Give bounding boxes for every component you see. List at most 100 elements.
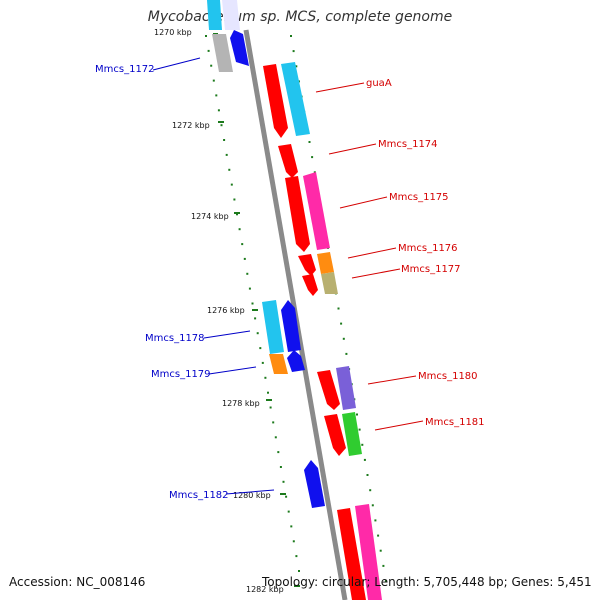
gene-feature-1172-blue[interactable] [230, 30, 249, 66]
gene-feature-1174-red[interactable] [278, 144, 298, 178]
gene-feature-1175-magenta[interactable] [303, 172, 330, 250]
tick-label-1282: 1282 kbp [246, 585, 284, 594]
gene-feature-1180-red[interactable] [317, 370, 340, 410]
gene-feature-bottom-red[interactable] [337, 508, 366, 600]
gene-label-mmcs-1180[interactable]: Mmcs_1180 [418, 371, 478, 382]
tick-dot [382, 564, 385, 567]
tick-dot [256, 332, 259, 335]
tick-dot [292, 50, 295, 53]
tick-dot [374, 519, 377, 522]
tick-dot [269, 406, 272, 409]
tick-dot [251, 302, 254, 305]
gene-label-mmcs-1179[interactable]: Mmcs_1179 [151, 369, 211, 380]
gene-feature-1178-blue[interactable] [281, 300, 301, 352]
tick-dot [267, 391, 269, 394]
tick-dot [279, 466, 282, 468]
leader-lines [152, 57, 424, 495]
tick-dot [207, 49, 210, 52]
tick-dot [366, 474, 369, 476]
tick-dot [210, 64, 213, 67]
gene-feature-1182-blue[interactable] [304, 460, 325, 508]
tick-dot [361, 443, 364, 446]
gene-label-mmcs-1176[interactable]: Mmcs_1176 [398, 243, 458, 254]
tick-dot [225, 153, 228, 156]
gene-label-guaA[interactable]: guaA [366, 78, 392, 89]
tick-dot [277, 451, 280, 454]
gene-feature-1181-red[interactable] [324, 414, 346, 456]
tick-dot [298, 570, 300, 572]
gene-feature-1172-gray[interactable] [212, 34, 233, 72]
tick-dot [215, 94, 218, 97]
gene-feature-1177-khaki[interactable] [321, 272, 338, 294]
tick-dot [358, 428, 361, 431]
gene-feature-1179-orange[interactable] [269, 354, 288, 374]
gene-feature-1177-red[interactable] [302, 274, 318, 296]
accession-text: Accession: NC_008146 [9, 575, 146, 589]
tick-dot [292, 540, 295, 543]
gene-feature-1181-green[interactable] [342, 412, 362, 456]
gene-feature-top-cyan[interactable] [207, 0, 222, 30]
gene-label-mmcs-1174[interactable]: Mmcs_1174 [378, 139, 438, 150]
gene-feature-1176-red[interactable] [298, 254, 316, 276]
tick-dot [377, 534, 380, 537]
tick-label-1278: 1278 kbp [222, 399, 260, 408]
gene-feature-1176-orange[interactable] [317, 252, 334, 274]
gene-feature-1175-red[interactable] [285, 176, 310, 252]
tick-dot [233, 198, 236, 201]
gene-label-mmcs-1181[interactable]: Mmcs_1181 [425, 417, 485, 428]
tick-dot [228, 168, 231, 171]
gene-feature-guaA-red[interactable] [263, 64, 288, 138]
tick-dot [243, 257, 246, 260]
gene-label-mmcs-1175[interactable]: Mmcs_1175 [389, 192, 449, 203]
tick-dot [282, 480, 285, 483]
tick-dot [290, 525, 293, 528]
tick-dot [313, 171, 316, 174]
gene-feature-bottom-magenta[interactable] [355, 504, 382, 600]
gene-label-mmcs-1172[interactable]: Mmcs_1172 [95, 64, 155, 75]
gene-feature-top-white[interactable] [222, 0, 240, 30]
tick-label-1280: 1280 kbp [233, 491, 271, 500]
tick-dot [205, 35, 207, 37]
gene-feature-guaA-cyan[interactable] [281, 62, 310, 136]
gene-features [207, 0, 382, 600]
gene-feature-1179-blue[interactable] [287, 350, 305, 372]
gene-label-mmcs-1178[interactable]: Mmcs_1178 [145, 333, 205, 344]
tick-dot [385, 580, 387, 582]
tick-dot [236, 213, 238, 216]
gene-label-mmcs-1177[interactable]: Mmcs_1177 [401, 264, 461, 275]
gene-feature-1178-cyan[interactable] [262, 300, 284, 354]
tick-dot [308, 141, 311, 143]
tick-dot [290, 35, 292, 37]
tick-dot [363, 458, 366, 461]
tick-dot [223, 139, 226, 141]
tick-dot [261, 361, 264, 364]
tick-dot [285, 495, 288, 498]
tick-dot [272, 421, 275, 424]
tick-dot [295, 65, 298, 68]
tick-dot [254, 317, 257, 320]
tick-dot [356, 413, 358, 416]
tick-dot [379, 549, 382, 552]
tick-dot [371, 504, 374, 507]
tick-dot [311, 156, 314, 159]
tick-label-1272: 1272 kbp [172, 121, 210, 130]
tick-dot [220, 124, 223, 127]
major-ticks [213, 33, 300, 587]
tick-dot [264, 376, 267, 379]
gene-label-mmcs-1182[interactable]: Mmcs_1182 [169, 490, 229, 501]
tick-dot [295, 555, 298, 558]
tick-label-1274: 1274 kbp [191, 212, 229, 221]
tick-dot [259, 347, 262, 350]
tick-label-1270: 1270 kbp [154, 28, 192, 37]
tick-dot [369, 489, 372, 492]
tick-dot [337, 307, 340, 310]
gene-feature-1180-purple[interactable] [336, 366, 356, 410]
tick-label-1276: 1276 kbp [207, 306, 245, 315]
tick-dot [274, 436, 277, 439]
tick-dot [246, 272, 249, 275]
genome-stats-text: Topology: circular; Length: 5,705,448 bp… [262, 575, 592, 589]
tick-dot [248, 287, 251, 290]
tick-dot [287, 510, 290, 513]
tick-dot [217, 109, 220, 112]
